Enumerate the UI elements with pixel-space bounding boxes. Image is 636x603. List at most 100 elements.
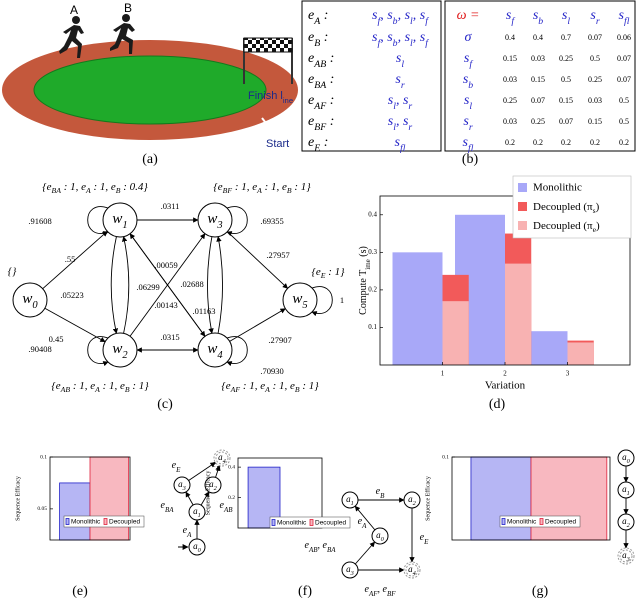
- state: [371, 527, 389, 545]
- edge-weight: .00143: [154, 300, 177, 310]
- omega-value: 0.25: [588, 75, 602, 84]
- legend-swatch: [65, 518, 70, 525]
- state: [341, 561, 359, 579]
- legend-label: Monolithic: [507, 519, 537, 526]
- edge: [121, 236, 130, 334]
- state: [102, 332, 138, 368]
- legend-label: Monolithic: [277, 520, 307, 527]
- state: [282, 282, 318, 318]
- omega-value: 0.07: [617, 75, 631, 84]
- omega-row-label: σ: [465, 30, 473, 45]
- caption: (g): [532, 584, 549, 599]
- state-label: a1: [193, 506, 201, 519]
- edge: [44, 307, 106, 343]
- bar: [442, 301, 469, 365]
- track-illustration: [2, 14, 298, 140]
- state-label: a4: [218, 452, 226, 465]
- edge: [354, 541, 376, 565]
- x-tick-label: 2: [503, 370, 507, 378]
- y-tick-label: 0.1: [40, 454, 47, 460]
- legend-swatch: [518, 221, 527, 230]
- y-tick-label: 0.2: [228, 495, 235, 501]
- start-line: [261, 117, 277, 137]
- omega-value: 0.2: [533, 138, 543, 147]
- bar: [89, 456, 129, 541]
- omega-value: 0.03: [531, 54, 545, 63]
- legend-label: Decoupled: [315, 520, 346, 527]
- plot-frame: [49, 456, 131, 541]
- omega-value: 0.5: [619, 96, 629, 105]
- omega-value: 0.15: [588, 117, 602, 126]
- y-tick-label: 0.2: [368, 285, 377, 293]
- omega-row-label: sfl: [463, 135, 474, 154]
- edge-weight: .0311: [161, 201, 180, 211]
- legend-swatch: [309, 519, 314, 526]
- edge-weight: .69355: [260, 216, 283, 226]
- event-name: eE :: [308, 135, 328, 154]
- edge-weight: .70930: [260, 366, 283, 376]
- state-label: w2: [112, 341, 128, 360]
- edge: [215, 465, 221, 478]
- y-axis-label: Compute Time (s): [358, 246, 371, 315]
- omega-row-label: sl: [464, 93, 472, 112]
- state-label: a4: [408, 564, 416, 577]
- omega-value: 0.2: [561, 138, 571, 147]
- edge: [227, 231, 289, 289]
- legend-label: Decoupled: [545, 519, 576, 526]
- omega-value: 0.2: [619, 138, 629, 147]
- runner: [110, 14, 135, 54]
- edge-label: eE: [212, 459, 221, 472]
- legend-label: Monolithic: [71, 519, 101, 526]
- x-axis-label: Variation: [485, 380, 526, 392]
- bar: [470, 456, 532, 541]
- caption: (d): [489, 397, 506, 412]
- omega-header: sl: [562, 8, 570, 27]
- state-label: a0: [376, 530, 385, 543]
- x-tick-label: 1: [441, 370, 445, 378]
- edge-label: eA: [183, 525, 192, 538]
- table-frame: [301, 0, 442, 152]
- state: [197, 332, 233, 368]
- self-loop: [87, 336, 109, 367]
- state-label: w0: [22, 291, 38, 310]
- self-loop: [311, 286, 333, 317]
- omega-value: 0.25: [503, 96, 517, 105]
- edge-label: eAB: [219, 500, 233, 513]
- plot-frame: [451, 456, 611, 541]
- state-label: w5: [292, 291, 307, 310]
- event-symbols: sl, sr: [388, 114, 413, 133]
- event-symbols: sfl: [395, 135, 406, 154]
- omega-value: 0.15: [503, 54, 517, 63]
- edge-weight: .27957: [266, 250, 289, 260]
- state-label: w3: [207, 211, 222, 230]
- edge: [129, 233, 206, 337]
- legend-label: Decoupled: [109, 519, 140, 526]
- y-tick-label: 0.4: [228, 464, 235, 470]
- y-tick-label: 0.05: [37, 506, 47, 512]
- y-tick-label: 0.3: [368, 248, 377, 256]
- legend-label: Decoupled (πe): [533, 220, 600, 235]
- state: [197, 202, 233, 238]
- edge-label: eAF, eBF: [364, 584, 396, 597]
- legend-swatch: [271, 519, 276, 526]
- edge-weight: .0315: [160, 332, 179, 342]
- legend-swatch: [501, 518, 506, 525]
- omega-value: 0.5: [590, 54, 600, 63]
- edge: [188, 462, 216, 481]
- omega-value: 0.5: [619, 117, 629, 126]
- event-symbols: sf, sb, sl, sf: [372, 8, 429, 27]
- omega-header: sb: [533, 8, 543, 27]
- edge-label: eBA: [160, 500, 174, 513]
- omega-header: sf: [506, 8, 515, 27]
- event-name: eAF :: [308, 93, 334, 112]
- finish-label: Finish line: [248, 90, 293, 105]
- y-axis-label: Sequence Efficacy: [14, 476, 21, 521]
- label-set: {eE : 1}: [311, 266, 345, 281]
- state-label: w1: [112, 211, 127, 230]
- label-set: {eAB : 1, eA : 1, eB : 1}: [51, 380, 149, 395]
- state: [12, 282, 48, 318]
- edge-weight: 1: [340, 295, 344, 305]
- omega-value: 0.07: [617, 54, 631, 63]
- omega-value: 0.5: [561, 75, 571, 84]
